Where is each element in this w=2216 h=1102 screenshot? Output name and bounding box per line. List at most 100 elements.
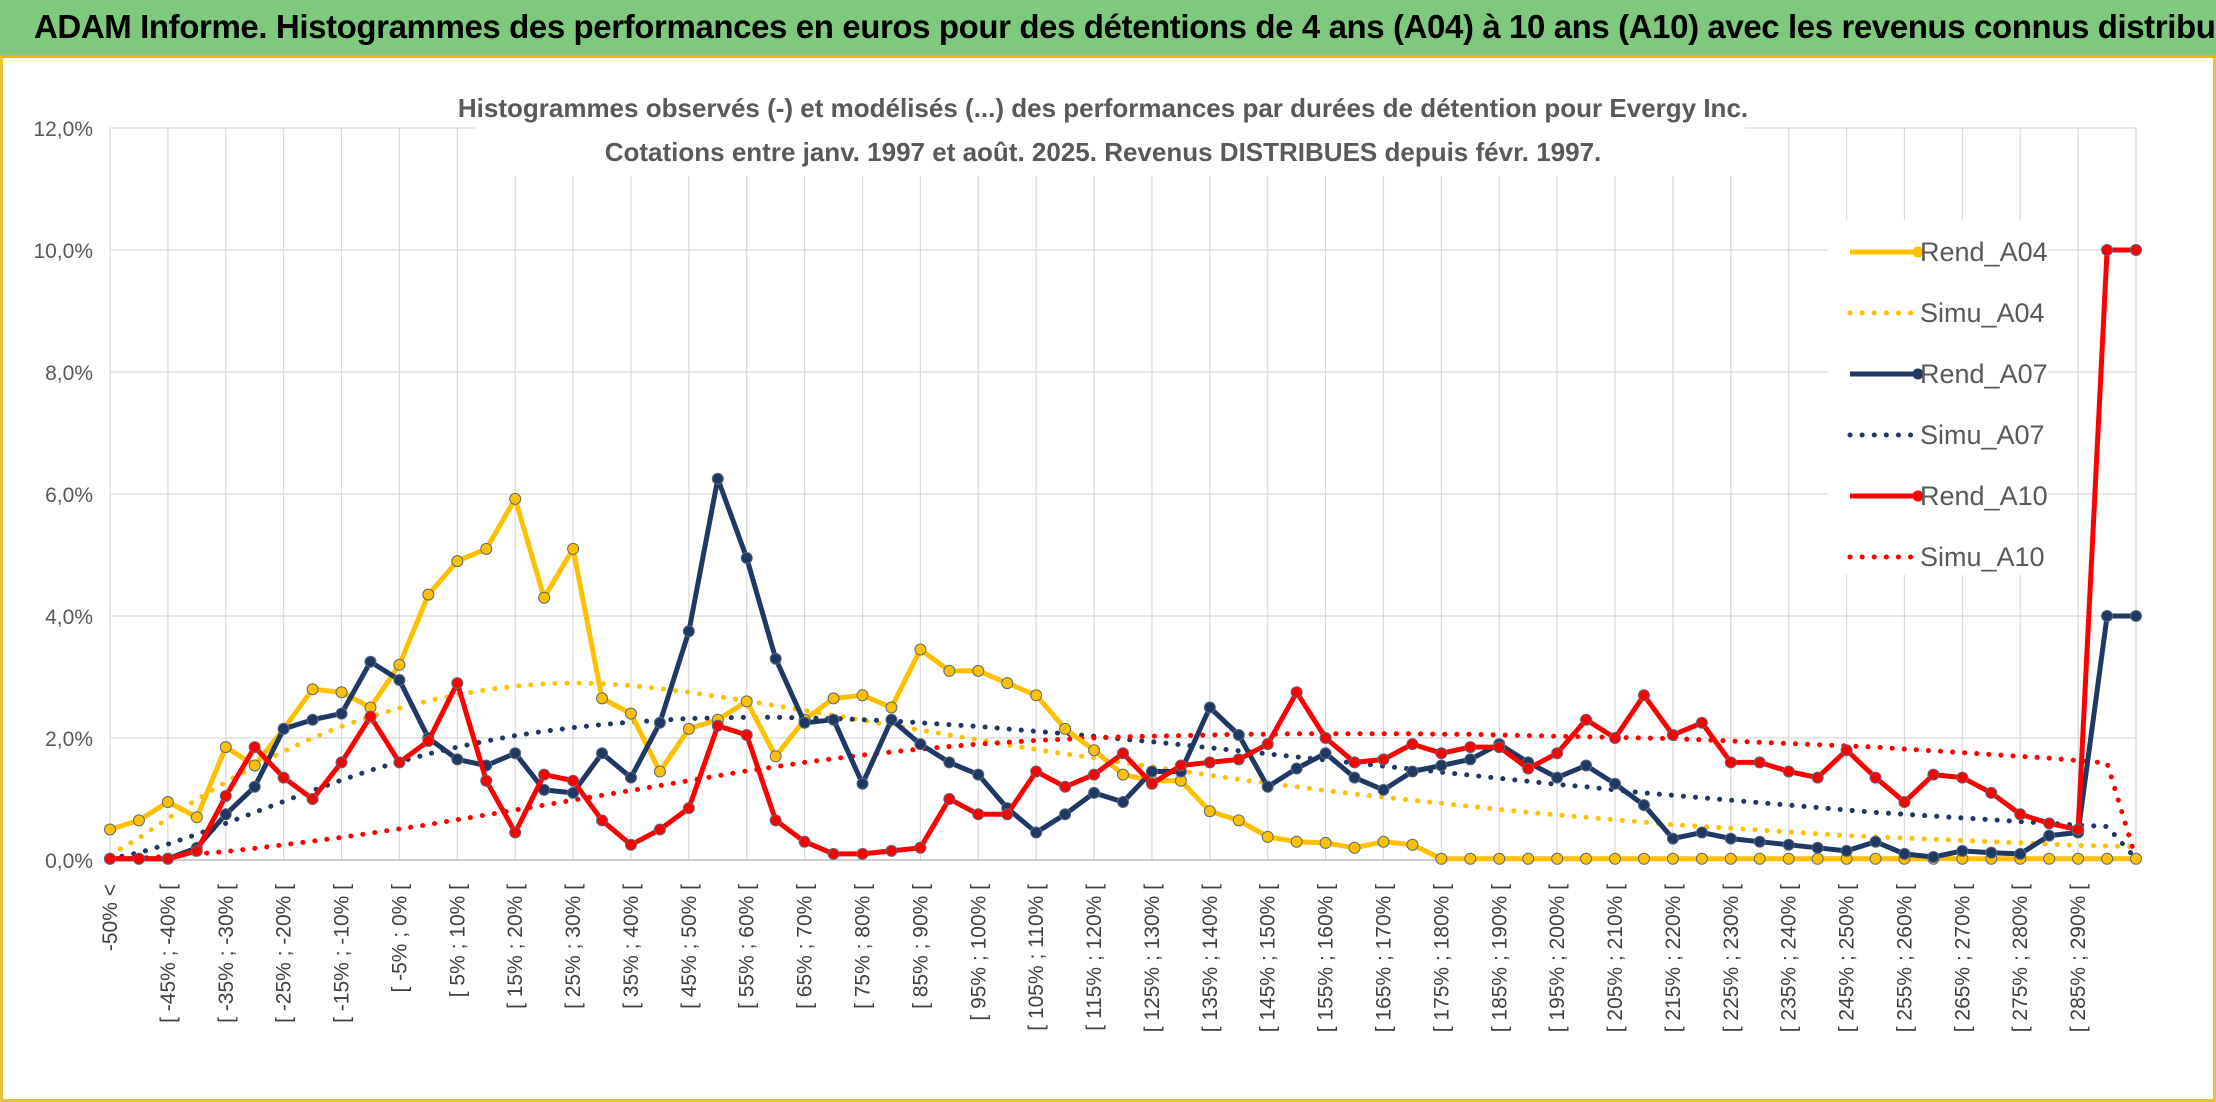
data-point-rend-a07	[596, 747, 609, 760]
data-point-rend-a04	[1059, 722, 1072, 735]
x-tick-label: [ 215% ; 220% [	[1662, 884, 1685, 1032]
x-tick-label: [ 35% ; 40% [	[620, 884, 643, 1009]
data-point-rend-a04	[1406, 838, 1419, 851]
data-point-rend-a04	[1522, 852, 1535, 865]
data-point-rend-a07	[248, 780, 261, 793]
data-point-rend-a07	[943, 756, 956, 769]
data-point-rend-a04	[972, 664, 985, 677]
data-point-rend-a10	[1580, 713, 1593, 726]
data-point-rend-a07	[711, 472, 724, 485]
data-point-rend-a07	[1261, 780, 1274, 793]
data-point-rend-a10	[1985, 786, 1998, 799]
y-tick-label: 10,0%	[33, 240, 93, 263]
data-point-rend-a07	[972, 768, 985, 781]
data-point-rend-a04	[1203, 805, 1216, 818]
data-point-rend-a10	[1753, 756, 1766, 769]
data-point-rend-a04	[1493, 852, 1506, 865]
data-point-rend-a04	[422, 588, 435, 601]
data-point-rend-a07	[740, 552, 753, 565]
data-point-rend-a10	[2043, 817, 2056, 830]
data-point-rend-a10	[1261, 738, 1274, 751]
y-tick-label: 8,0%	[45, 362, 93, 385]
data-point-rend-a10	[393, 756, 406, 769]
x-tick-label: [ 65% ; 70% [	[794, 884, 817, 1009]
data-point-rend-a04	[1348, 841, 1361, 854]
data-point-rend-a04	[1811, 852, 1824, 865]
legend-marker-rend-a04	[1912, 246, 1924, 258]
data-point-rend-a10	[740, 728, 753, 741]
banner-title: ADAM Informe. Histogrammes des performan…	[34, 8, 2216, 45]
data-point-rend-a07	[509, 747, 522, 760]
chart-title-background	[475, 84, 1745, 176]
legend-label-simu-a10: Simu_A10	[1920, 542, 2045, 572]
data-point-rend-a10	[422, 735, 435, 748]
data-point-rend-a10	[1319, 732, 1332, 744]
data-point-rend-a04	[914, 643, 927, 656]
data-point-rend-a10	[1059, 780, 1072, 793]
data-point-rend-a07	[1030, 826, 1043, 839]
x-tick-label: [ 115% ; 120% [	[1083, 884, 1106, 1031]
data-point-rend-a10	[653, 823, 666, 836]
data-point-rend-a10	[856, 847, 869, 860]
data-point-rend-a10	[1609, 732, 1622, 744]
data-point-rend-a04	[943, 664, 956, 677]
x-tick-label: [ 45% ; 50% [	[678, 884, 701, 1009]
data-point-rend-a10	[1117, 747, 1129, 760]
x-tick-label: [ -45% ; -40% [	[157, 884, 180, 1023]
chart-title: Histogrammes observés (-) et modélisés (…	[458, 93, 1748, 123]
data-point-rend-a07	[1985, 846, 1998, 859]
legend-label-rend-a10: Rend_A10	[1920, 481, 2048, 511]
data-point-rend-a07	[624, 771, 637, 784]
legend-background	[1828, 220, 2048, 575]
data-point-rend-a10	[335, 756, 348, 769]
series-line-simu-a04	[107, 680, 2139, 858]
data-point-rend-a04	[190, 811, 203, 824]
data-point-rend-a10	[1030, 765, 1043, 778]
x-tick-label: [ 55% ; 60% [	[736, 884, 759, 1009]
data-point-rend-a04	[1001, 677, 1014, 690]
data-point-rend-a07	[1695, 826, 1708, 839]
data-point-rend-a07	[1724, 832, 1737, 845]
data-point-rend-a10	[1435, 747, 1448, 760]
data-point-rend-a07	[856, 777, 869, 790]
data-point-rend-a07	[1782, 838, 1795, 851]
data-point-rend-a10	[190, 844, 203, 857]
x-tick-label: [ 75% ; 80% [	[852, 884, 875, 1009]
data-point-rend-a04	[1782, 852, 1795, 865]
data-point-rend-a04	[1117, 768, 1129, 781]
x-tick-label: [ 245% ; 250% [	[1836, 884, 1859, 1032]
data-point-rend-a04	[885, 701, 898, 714]
data-point-rend-a04	[1753, 852, 1766, 865]
x-tick-label: [ 145% ; 150% [	[1257, 884, 1280, 1032]
data-point-rend-a10	[104, 852, 116, 865]
x-tick-label: [ 135% ; 140% [	[1199, 884, 1222, 1032]
x-tick-label: [ 235% ; 240% [	[1778, 884, 1801, 1032]
data-point-rend-a10	[2130, 244, 2142, 256]
data-point-rend-a04	[1377, 835, 1390, 848]
data-point-rend-a04	[1609, 852, 1622, 865]
data-point-rend-a07	[1753, 835, 1766, 848]
data-point-rend-a04	[393, 658, 406, 671]
data-point-rend-a04	[1637, 852, 1650, 865]
data-point-rend-a07	[1377, 783, 1390, 796]
x-tick-label: [ 15% ; 20% [	[504, 884, 527, 1009]
x-tick-label: [ 275% ; 280% [	[2009, 884, 2032, 1032]
data-point-rend-a10	[1001, 808, 1014, 821]
data-point-rend-a07	[1348, 771, 1361, 784]
data-point-rend-a10	[1174, 759, 1187, 772]
data-point-rend-a07	[1088, 786, 1101, 799]
x-tick-label: [ 165% ; 170% [	[1372, 884, 1395, 1032]
x-tick-label: [ 255% ; 260% [	[1893, 884, 1916, 1032]
x-tick-label: [ 175% ; 180% [	[1430, 884, 1453, 1032]
data-point-rend-a10	[306, 793, 319, 805]
data-point-rend-a10	[914, 841, 927, 854]
data-point-rend-a04	[306, 683, 319, 696]
data-point-rend-a07	[335, 707, 348, 720]
series-line-simu-a10	[107, 731, 2139, 862]
x-tick-label: [ -5% ; 0% [	[388, 884, 411, 993]
data-point-rend-a04	[1319, 836, 1332, 849]
data-point-rend-a10	[1348, 756, 1361, 769]
chart-subtitle: Cotations entre janv. 1997 et août. 2025…	[605, 137, 1602, 167]
data-point-rend-a10	[1551, 747, 1564, 760]
